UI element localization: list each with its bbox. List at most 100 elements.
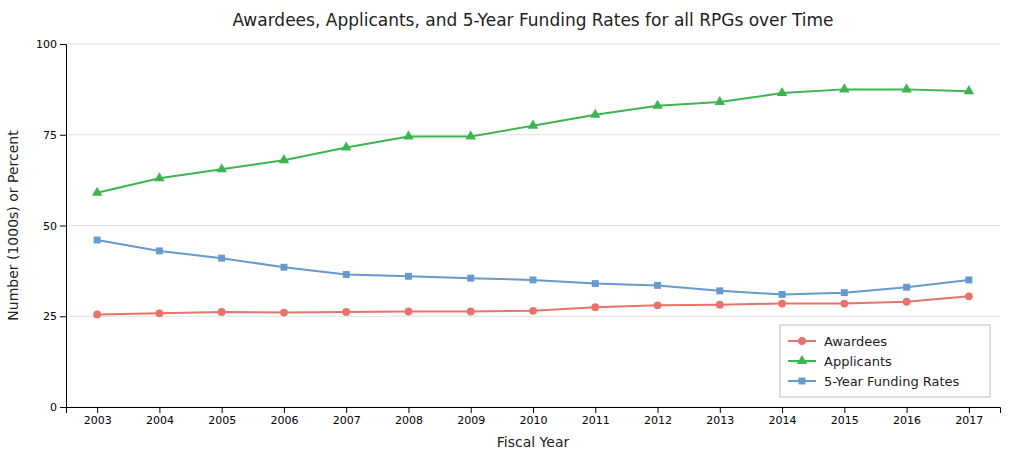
y-tick-mark <box>60 135 66 136</box>
legend-item: 5-Year Funding Rates <box>788 374 960 389</box>
x-tick-mark <box>346 407 347 413</box>
marker <box>591 303 599 311</box>
chart: 2003200420052006200720082009201020112012… <box>0 0 1024 459</box>
y-tick-mark <box>60 44 66 45</box>
legend-label: 5-Year Funding Rates <box>824 374 960 389</box>
x-tick: 2016 <box>893 407 921 427</box>
x-tick-mark <box>97 407 98 413</box>
marker <box>92 187 103 196</box>
x-tick-label: 2011 <box>582 414 610 427</box>
x-tick: 2008 <box>395 407 423 427</box>
x-tick-label: 2014 <box>769 414 797 427</box>
x-tick-label: 2004 <box>146 414 174 427</box>
x-tick-label: 2009 <box>457 414 485 427</box>
series <box>93 292 973 318</box>
legend: Awardees Applicants 5-Year Funding Rates <box>780 325 990 397</box>
grid-line <box>66 134 1000 135</box>
x-tick-mark <box>159 407 160 413</box>
x-tick: 2015 <box>831 407 859 427</box>
x-tick: 2007 <box>333 407 361 427</box>
marker <box>901 83 912 92</box>
x-tick: 2017 <box>955 407 983 427</box>
marker <box>654 301 662 309</box>
grid-line <box>66 316 1000 317</box>
marker <box>590 109 601 118</box>
marker <box>964 85 975 94</box>
x-axis-line <box>67 408 1001 414</box>
marker <box>654 282 661 289</box>
marker <box>155 309 163 317</box>
x-tick-label: 2006 <box>270 414 298 427</box>
grid <box>66 44 1000 407</box>
legend-frame <box>780 325 990 397</box>
y-axis-line <box>60 45 67 408</box>
series <box>92 83 974 196</box>
x-tick-mark <box>907 407 908 413</box>
x-tick: 2006 <box>270 407 298 427</box>
x-tick: 2011 <box>582 407 610 427</box>
marker <box>405 308 413 316</box>
y-tick-label: 25 <box>43 310 57 323</box>
marker <box>465 130 476 139</box>
x-tick-mark <box>471 407 472 413</box>
y-tick-mark <box>60 226 66 227</box>
x-tick: 2005 <box>208 407 236 427</box>
marker <box>343 271 350 278</box>
x-tick-label: 2016 <box>893 414 921 427</box>
marker <box>279 154 290 163</box>
marker <box>280 309 288 317</box>
marker <box>529 307 537 315</box>
marker <box>467 308 475 316</box>
marker <box>156 247 163 254</box>
x-tick: 2013 <box>706 407 734 427</box>
x-tick: 2012 <box>644 407 672 427</box>
x-tick-mark <box>844 407 845 413</box>
y-tick: 100 <box>36 38 66 51</box>
legend-marker <box>799 378 806 385</box>
x-tick-mark <box>658 407 659 413</box>
x-tick-label: 2008 <box>395 414 423 427</box>
marker <box>280 264 287 271</box>
legend-marker <box>797 355 808 364</box>
x-tick-mark <box>720 407 721 413</box>
marker <box>342 308 350 316</box>
x-tick-label: 2010 <box>520 414 548 427</box>
x-tick: 2014 <box>769 407 797 427</box>
x-tick-label: 2012 <box>644 414 672 427</box>
y-tick-label: 75 <box>43 129 57 142</box>
x-tick-mark <box>222 407 223 413</box>
legend-item: Applicants <box>788 354 892 369</box>
marks <box>92 83 974 318</box>
marker <box>716 301 724 309</box>
marker <box>93 311 101 319</box>
y-tick: 75 <box>43 129 66 142</box>
x-axis-title: Fiscal Year <box>497 434 570 450</box>
marker <box>403 130 414 139</box>
x-tick: 2009 <box>457 407 485 427</box>
y-tick-label: 0 <box>50 401 57 414</box>
y-tick-label: 50 <box>43 220 57 233</box>
x-tick: 2010 <box>520 407 548 427</box>
line <box>97 240 969 294</box>
legend-item: Awardees <box>788 334 887 349</box>
marker <box>716 287 723 294</box>
marker <box>94 237 101 244</box>
x-tick-label: 2017 <box>955 414 983 427</box>
marker <box>530 276 537 283</box>
marker <box>592 280 599 287</box>
y-tick-mark <box>60 316 66 317</box>
marker <box>839 83 850 92</box>
marker <box>903 298 911 306</box>
y-tick: 0 <box>50 401 66 414</box>
x-tick-mark <box>284 407 285 413</box>
marker <box>218 308 226 316</box>
marker <box>341 141 352 150</box>
legend-label: Awardees <box>824 334 887 349</box>
x-tick-mark <box>782 407 783 413</box>
marker <box>216 163 227 172</box>
legend-marker <box>798 337 806 345</box>
series <box>94 237 973 298</box>
x-tick-label: 2005 <box>208 414 236 427</box>
x-tick-mark <box>533 407 534 413</box>
marker <box>715 96 726 105</box>
